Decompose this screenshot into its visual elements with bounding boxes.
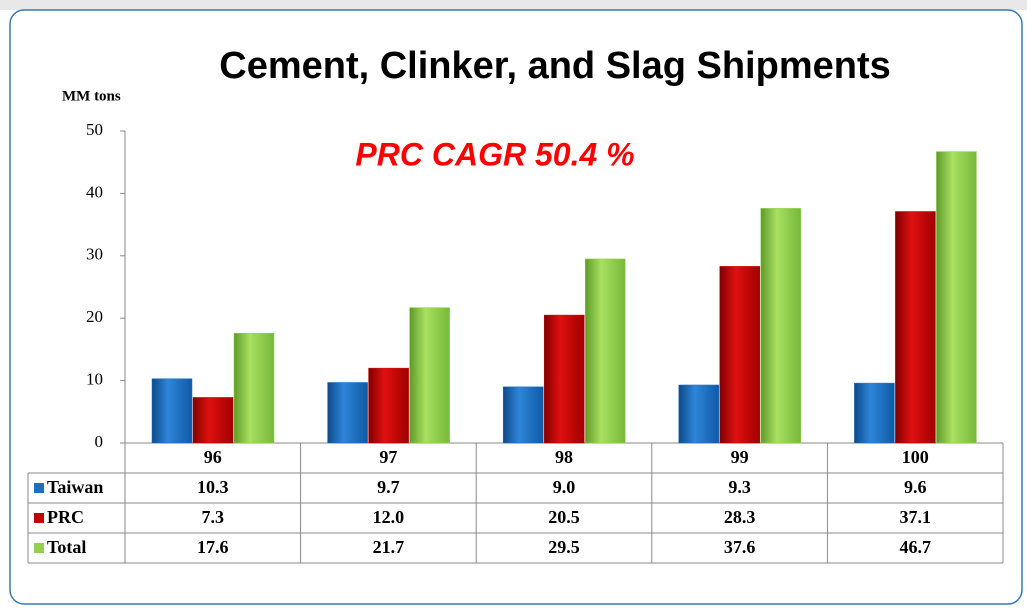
legend-label: Taiwan	[47, 477, 103, 497]
bar	[543, 314, 585, 444]
table-cell: 9.0	[553, 477, 576, 497]
frame	[9, 9, 1023, 605]
table-cell: 9.7	[377, 477, 400, 497]
legend-label: Total	[47, 537, 86, 557]
table-cell: 37.1	[899, 507, 931, 527]
bar	[678, 384, 720, 444]
bar	[327, 382, 368, 444]
x-tick-label: 100	[902, 447, 929, 467]
table-cell: 46.7	[899, 537, 931, 557]
y-tick-label: 10	[86, 370, 103, 389]
table-cell: 21.7	[373, 537, 405, 557]
table-cell: 37.6	[724, 537, 756, 557]
y-tick-label: 30	[86, 245, 103, 264]
banner	[0, 0, 1027, 10]
y-tick-label: 40	[86, 182, 103, 201]
bar	[233, 332, 275, 444]
legend-swatch	[34, 483, 44, 493]
bar	[719, 266, 761, 444]
table-cell: 20.5	[548, 507, 580, 527]
bar	[895, 211, 936, 444]
legend-swatch	[34, 513, 44, 523]
y-tick-label: 0	[95, 432, 104, 451]
table-cell: 10.3	[197, 477, 229, 497]
table-cell: 17.6	[197, 537, 229, 557]
x-tick-label: 99	[731, 447, 749, 467]
legend-label: PRC	[47, 507, 84, 527]
bar	[192, 397, 234, 444]
table-cell: 29.5	[548, 537, 580, 557]
table-cell: 9.6	[904, 477, 927, 497]
bar	[368, 367, 409, 444]
legend-swatch	[34, 543, 44, 553]
bar	[409, 307, 450, 444]
x-tick-label: 98	[555, 447, 573, 467]
bar	[936, 151, 977, 444]
y-tick-label: 50	[86, 120, 103, 139]
table-cell: 7.3	[202, 507, 225, 527]
x-tick-label: 97	[379, 447, 397, 467]
table-cell: 28.3	[724, 507, 756, 527]
bar	[584, 258, 626, 444]
chart-title: Cement, Clinker, and Slag Shipments	[219, 45, 891, 87]
bar	[151, 378, 193, 444]
y-axis-label: MM tons	[62, 88, 121, 104]
y-tick-label: 20	[86, 307, 103, 326]
bar	[502, 386, 544, 444]
x-tick-label: 96	[204, 447, 222, 467]
annotation: PRC CAGR 50.4 %	[355, 136, 634, 172]
bar	[760, 208, 802, 444]
bar	[854, 382, 895, 444]
table-cell: 9.3	[728, 477, 751, 497]
table-cell: 12.0	[373, 507, 405, 527]
